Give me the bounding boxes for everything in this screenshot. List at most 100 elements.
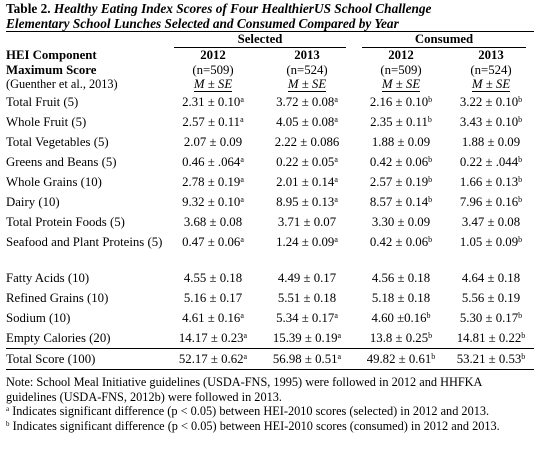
value-cell: 9.32 ± 0.10a: [166, 192, 260, 212]
n-selected-2013: (n=524): [286, 63, 328, 77]
value-cell: 52.17 ± 0.62a: [166, 348, 260, 370]
value-cell: 3.43 ± 0.10b: [448, 112, 534, 132]
significance-marker: a: [337, 331, 342, 340]
value-cell: 5.56 ± 0.19: [448, 288, 534, 308]
total-row: Total Score (100) 52.17 ± 0.62a 56.98 ± 0.…: [6, 348, 534, 370]
value-cell: 1.88 ± 0.09: [354, 132, 448, 152]
note-a-text: Indicates significant difference (p < 0.…: [12, 404, 490, 418]
significance-marker: b: [428, 235, 433, 244]
row-label: Dairy (10): [6, 195, 60, 209]
value-text: 14.81 ± 0.22: [456, 331, 522, 345]
table-title: Table 2. Healthy Eating Index Scores of …: [6, 1, 534, 31]
value-cell: 2.16 ± 0.10b: [354, 92, 448, 112]
note-a: a Indicates significant difference (p < …: [6, 404, 534, 419]
year-selected-2012: 2012: [200, 48, 226, 62]
significance-marker: b: [518, 155, 523, 164]
value-text: 5.16 ± 0.17: [183, 291, 243, 305]
stat-label: M ± SE: [381, 77, 421, 92]
table-header: Selected Consumed HEI Component 2012 201…: [6, 32, 534, 92]
value-cell: 13.8 ± 0.25b: [354, 328, 448, 349]
significance-marker: b: [428, 175, 433, 184]
significance-marker: a: [240, 195, 244, 204]
value-text: 3.43 ± 0.10: [459, 115, 519, 129]
value-text: 53.21 ± 0.53: [456, 352, 522, 366]
significance-marker: b: [518, 175, 523, 184]
value-cell: 0.42 ± 0.06b: [354, 232, 448, 268]
value-cell: 3.30 ± 0.09: [354, 212, 448, 232]
value-text: 52.17 ± 0.62: [178, 352, 244, 366]
value-text: 2.22 ± 0.086: [274, 135, 340, 149]
value-cell: 8.95 ± 0.13a: [260, 192, 354, 212]
significance-marker: a: [243, 331, 248, 340]
row-label: Sodium (10): [6, 311, 71, 325]
col-label-line1: HEI Component: [6, 48, 97, 62]
value-text: 0.42 ± 0.06: [369, 155, 429, 169]
value-text: 4.61 ± 0.16: [182, 311, 241, 325]
row-label: Total Protein Foods (5): [6, 215, 125, 229]
value-text: 0.42 ± 0.06: [369, 235, 429, 249]
value-cell: 0.46 ± .064a: [166, 152, 260, 172]
value-cell: 4.49 ± 0.17: [260, 268, 354, 288]
value-cell: 5.34 ± 0.17a: [260, 308, 354, 328]
significance-marker: a: [334, 95, 338, 104]
significance-marker: b: [518, 115, 523, 124]
value-text: 56.98 ± 0.51: [272, 352, 338, 366]
value-cell: 56.98 ± 0.51a: [260, 348, 354, 370]
note-b: b Indicates significant difference (p < …: [6, 419, 534, 434]
group-selected: Selected: [166, 32, 354, 48]
row-label: Whole Grains (10): [6, 175, 102, 189]
value-text: 3.22 ± 0.10: [459, 95, 519, 109]
note-line-2: guidelines (USDA-FNS, 2012b) were follow…: [6, 389, 282, 404]
group-consumed: Consumed: [354, 32, 534, 48]
value-cell: 2.01 ± 0.14a: [260, 172, 354, 192]
row-label: Total Fruit (5): [6, 95, 79, 109]
value-cell: 3.72 ± 0.08a: [260, 92, 354, 112]
row-label: Empty Calories (20): [6, 331, 111, 345]
significance-marker: a: [334, 155, 338, 164]
n-consumed-2013: (n=524): [470, 63, 512, 77]
note-b-text: Indicates significant difference (p < 0.…: [12, 418, 500, 433]
table-row: Total Vegetables (5) 2.07 ± 0.09 2.22 ± 0.…: [6, 132, 534, 152]
value-text: 0.22 ± 0.05: [276, 155, 335, 169]
value-cell: 3.47 ± 0.08: [448, 212, 534, 232]
value-text: 8.95 ± 0.13: [276, 195, 335, 209]
value-cell: 1.66 ± 0.13b: [448, 172, 534, 192]
value-cell: 4.55 ± 0.18: [166, 268, 260, 288]
value-text: 3.68 ± 0.08: [183, 215, 243, 229]
table-row: Total Protein Foods (5) 3.68 ± 0.08 3.71 ±…: [6, 212, 534, 232]
stat-label: M ± SE: [471, 77, 511, 92]
value-cell: 15.39 ± 0.19a: [260, 328, 354, 349]
title-line-2: Elementary School Lunches Selected and C…: [6, 16, 399, 31]
row-label: Whole Fruit (5): [6, 115, 87, 129]
value-cell: 53.21 ± 0.53b: [448, 348, 534, 370]
value-text: 2.31 ± 0.10: [182, 95, 241, 109]
value-cell: 2.31 ± 0.10a: [166, 92, 260, 112]
value-text: 0.46 ± .064: [182, 155, 241, 169]
value-text: 5.30 ± 0.17: [459, 311, 519, 325]
title-text-1: Healthy Eating Index Scores of Four Heal…: [53, 1, 432, 16]
value-cell: 7.96 ± 0.16b: [448, 192, 534, 212]
value-text: 5.51 ± 0.18: [277, 291, 337, 305]
table-row: Greens and Beans (5) 0.46 ± .064a 0.22 ± 0…: [6, 152, 534, 172]
value-text: 5.56 ± 0.19: [461, 291, 521, 305]
value-text: 9.32 ± 0.10: [182, 195, 241, 209]
value-text: 13.8 ± 0.25: [369, 331, 429, 345]
note-line-1: Note: School Meal Initiative guidelines …: [6, 375, 483, 389]
value-text: 4.56 ± 0.18: [371, 271, 431, 285]
significance-marker: a: [334, 115, 338, 124]
col-label-line3: (Guenther et al., 2013): [6, 77, 118, 91]
value-text: 2.78 ± 0.19: [182, 175, 241, 189]
significance-marker: b: [427, 115, 432, 124]
year-consumed-2012: 2012: [388, 48, 414, 62]
row-label: Seafood and Plant Proteins (5): [6, 235, 163, 249]
row-label: Total Score (100): [6, 348, 166, 370]
table-row: Fatty Acids (10) 4.55 ± 0.18 4.49 ± 0.17 4.…: [6, 268, 534, 288]
value-text: 2.35 ± 0.11: [370, 115, 428, 129]
significance-marker: a: [240, 311, 244, 320]
value-cell: 14.17 ± 0.23a: [166, 328, 260, 349]
table-row: Whole Grains (10) 2.78 ± 0.19a 2.01 ± 0.14…: [6, 172, 534, 192]
col-label-line2: Maximum Score: [6, 63, 97, 77]
significance-marker: b: [426, 311, 431, 320]
top-rule: [6, 31, 534, 32]
